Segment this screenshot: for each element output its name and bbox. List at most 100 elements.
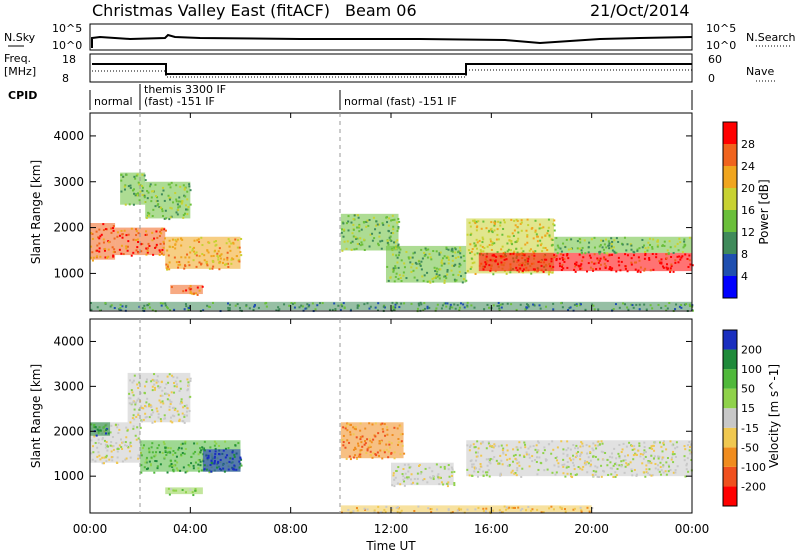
heat-cell bbox=[168, 405, 171, 408]
heat-cell bbox=[104, 302, 107, 305]
heat-cell bbox=[365, 225, 368, 228]
heat-cell bbox=[589, 256, 592, 259]
heat-cell bbox=[593, 262, 596, 265]
heat-cell bbox=[133, 175, 136, 178]
heat-cell bbox=[536, 244, 539, 247]
heat-cell bbox=[503, 505, 506, 508]
heat-cell bbox=[107, 241, 110, 244]
heat-cell bbox=[232, 242, 235, 245]
heat-cell bbox=[499, 221, 502, 224]
heat-cell bbox=[497, 301, 500, 304]
heat-cell bbox=[653, 455, 656, 458]
heat-cell bbox=[360, 228, 363, 231]
plot-title: Christmas Valley East (fitACF) bbox=[92, 1, 330, 20]
heat-cell bbox=[538, 223, 541, 226]
heat-cell bbox=[378, 454, 381, 457]
heat-cell bbox=[615, 463, 618, 466]
heat-cell bbox=[109, 305, 112, 308]
heat-cell bbox=[407, 470, 410, 473]
heat-cell bbox=[514, 241, 517, 244]
heat-cell bbox=[555, 257, 558, 260]
heat-cell bbox=[520, 221, 523, 224]
heat-cell bbox=[166, 249, 169, 252]
heat-cell bbox=[396, 221, 399, 224]
heat-cell bbox=[150, 456, 153, 459]
heat-cell bbox=[119, 307, 122, 310]
heat-cell bbox=[381, 457, 384, 460]
heat-cell bbox=[578, 253, 581, 256]
heat-cell bbox=[96, 244, 99, 247]
heat-cell bbox=[159, 463, 162, 466]
heat-cell bbox=[475, 247, 478, 250]
heat-cell bbox=[538, 456, 541, 459]
heat-cell bbox=[172, 376, 175, 379]
heat-cell bbox=[94, 441, 97, 444]
heat-cell bbox=[661, 458, 664, 461]
heat-cell bbox=[576, 247, 579, 250]
heat-cell bbox=[137, 437, 140, 440]
heat-cell bbox=[395, 506, 398, 509]
heat-cell bbox=[167, 381, 170, 384]
heat-cell bbox=[150, 406, 153, 409]
heat-cell bbox=[138, 305, 141, 308]
heat-cell bbox=[178, 446, 181, 449]
heat-cell bbox=[466, 444, 469, 447]
heat-cell bbox=[165, 306, 168, 309]
heat-cell bbox=[435, 275, 438, 278]
heat-cell bbox=[133, 408, 136, 411]
heat-cell bbox=[493, 242, 496, 245]
heat-cell bbox=[579, 454, 582, 457]
heat-cell bbox=[491, 242, 494, 245]
heat-cell bbox=[314, 308, 317, 311]
heat-cell bbox=[181, 442, 184, 445]
heat-cell bbox=[151, 309, 154, 312]
heat-cell bbox=[152, 411, 155, 414]
heat-cell bbox=[488, 445, 491, 448]
heat-cell bbox=[293, 306, 296, 309]
heat-cell bbox=[516, 225, 519, 228]
velocity-colorbar-tick: 50 bbox=[741, 383, 755, 396]
heat-cell bbox=[239, 456, 242, 459]
heat-cell bbox=[610, 247, 613, 250]
heat-cell bbox=[160, 304, 163, 307]
heat-cell bbox=[624, 465, 627, 468]
heat-cell bbox=[183, 188, 186, 191]
heat-cell bbox=[521, 507, 524, 510]
heat-cell bbox=[513, 250, 516, 253]
heat-cell bbox=[227, 238, 230, 241]
heat-cell bbox=[127, 233, 130, 236]
heat-cell bbox=[350, 511, 353, 514]
heat-cell bbox=[360, 441, 363, 444]
velocity-colorbar-swatch bbox=[723, 408, 737, 428]
heat-cell bbox=[145, 380, 148, 383]
heat-cell bbox=[477, 470, 480, 473]
heat-cell bbox=[158, 253, 161, 256]
heat-cell bbox=[105, 440, 108, 443]
heat-cell bbox=[436, 474, 439, 477]
x-tick-label: 20:00 bbox=[574, 522, 609, 536]
heat-cell bbox=[397, 266, 400, 269]
heat-cell bbox=[430, 477, 433, 480]
heat-cell bbox=[378, 442, 381, 445]
heat-cell bbox=[116, 426, 119, 429]
heat-cell bbox=[425, 249, 428, 252]
heat-cell bbox=[548, 270, 551, 273]
heat-cell bbox=[159, 386, 162, 389]
heat-cell bbox=[145, 415, 148, 418]
heat-cell bbox=[592, 442, 595, 445]
heat-cell bbox=[674, 308, 677, 311]
heat-cell bbox=[491, 243, 494, 246]
heat-cell bbox=[482, 268, 485, 271]
heat-cell bbox=[598, 252, 601, 255]
heat-cell bbox=[532, 237, 535, 240]
heat-cell bbox=[671, 444, 674, 447]
heat-cell bbox=[685, 462, 688, 465]
heat-cell bbox=[377, 432, 380, 435]
heat-cell bbox=[141, 194, 144, 197]
heat-cell bbox=[662, 266, 665, 269]
heat-cell bbox=[685, 464, 688, 467]
heat-cell bbox=[528, 249, 531, 252]
heat-cell bbox=[634, 453, 637, 456]
heat-cell bbox=[443, 465, 446, 468]
